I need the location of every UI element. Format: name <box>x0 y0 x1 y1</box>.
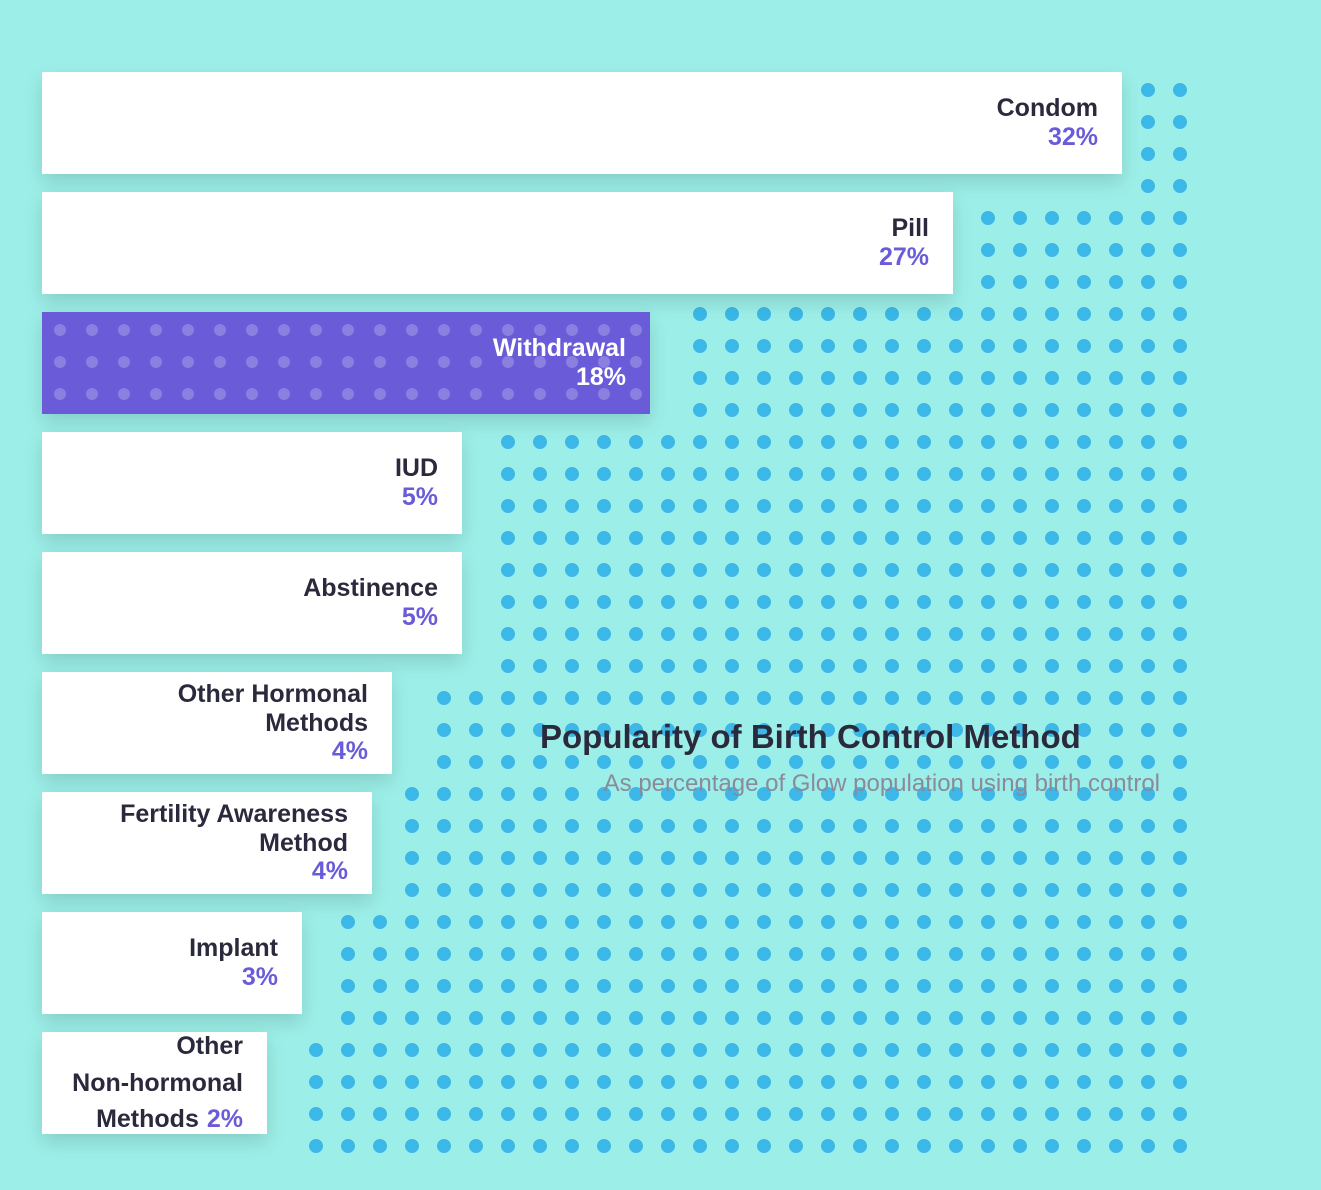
bar-label: Fertility Awareness <box>120 800 348 829</box>
bar-label: Withdrawal <box>493 334 626 363</box>
bar-value: 27% <box>879 243 929 272</box>
bar-row: Other Non-hormonal Methods 2% <box>42 1032 267 1134</box>
chart-title: Popularity of Birth Control Method <box>540 718 1160 756</box>
chart-subtitle: As percentage of Glow population using b… <box>540 768 1160 799</box>
bar-value: 4% <box>332 737 368 766</box>
bar-row: IUD5% <box>42 432 462 534</box>
bar-row: Other HormonalMethods4% <box>42 672 392 774</box>
bar-value: 5% <box>402 483 438 512</box>
bar-label: Implant <box>189 934 278 963</box>
chart-title-block: Popularity of Birth Control Method As pe… <box>540 718 1160 799</box>
bar-row: Fertility AwarenessMethod4% <box>42 792 372 894</box>
bar-label: Method <box>259 829 348 858</box>
bar-row: Abstinence5% <box>42 552 462 654</box>
bar-value: 18% <box>576 363 626 392</box>
bar-value: 4% <box>312 857 348 886</box>
bar-value: 32% <box>1048 123 1098 152</box>
bar-value: 5% <box>402 603 438 632</box>
bar-row: Condom32% <box>42 72 1122 174</box>
bar-label: Abstinence <box>303 574 438 603</box>
infographic-canvas: Condom32%Pill27%Withdrawal18%IUD5%Abstin… <box>0 0 1321 1190</box>
bar-label: Pill <box>891 214 929 243</box>
bar-label: Other <box>176 1032 243 1061</box>
bar-label: Non-hormonal <box>72 1069 243 1098</box>
bar-label: Methods <box>265 709 368 738</box>
bar-row: Pill27% <box>42 192 953 294</box>
bar-label: Methods <box>96 1105 199 1134</box>
bar-value: 2% <box>207 1105 243 1134</box>
bar-row: Withdrawal18% <box>42 312 650 414</box>
bar-label: Condom <box>997 94 1098 123</box>
bar-label: Other Hormonal <box>178 680 368 709</box>
bar-value: 3% <box>242 963 278 992</box>
bar-label: IUD <box>395 454 438 483</box>
bar-row: Implant3% <box>42 912 302 1014</box>
